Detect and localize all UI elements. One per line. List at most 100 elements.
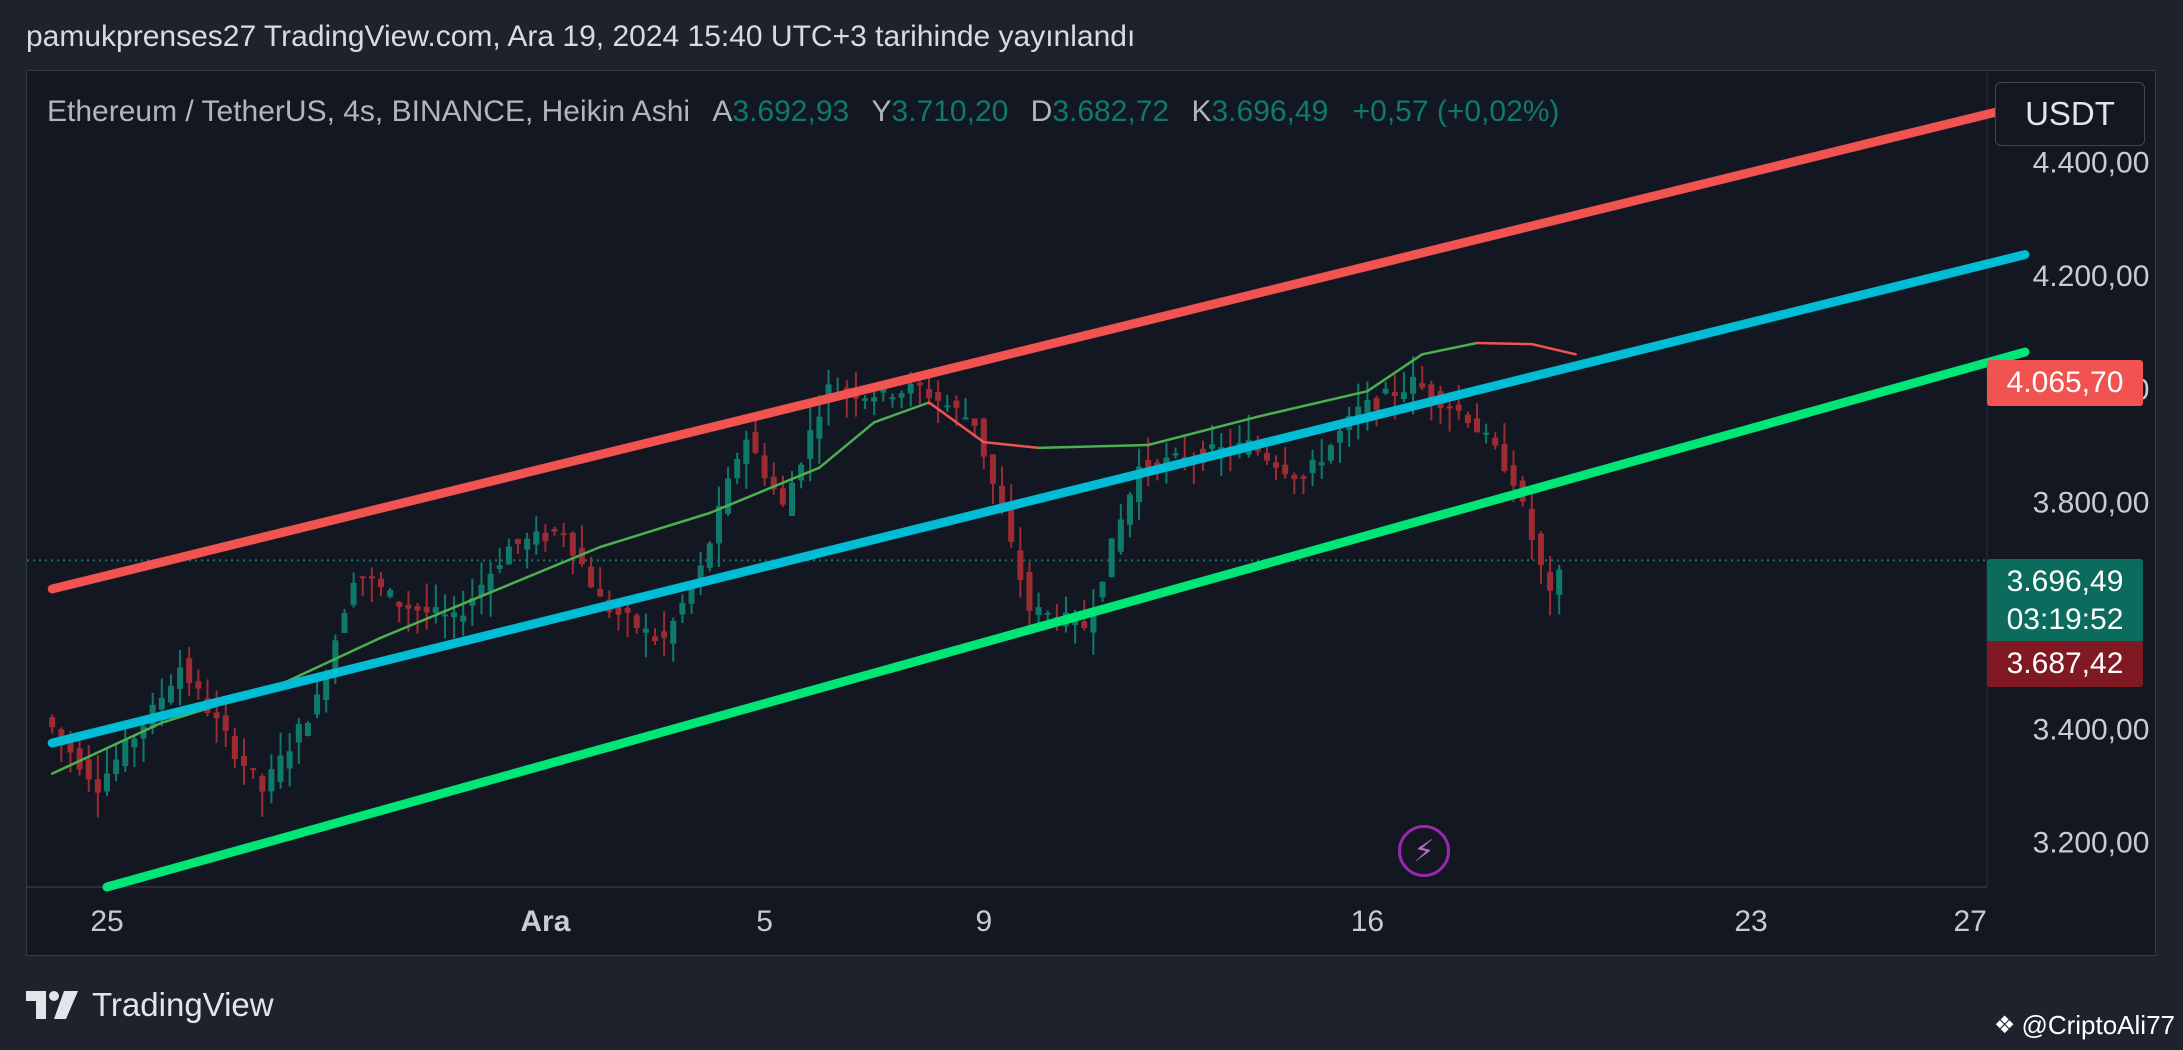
symbol-name[interactable]: Ethereum / TetherUS, 4s, BINANCE, Heikin… <box>47 95 691 128</box>
candle-body <box>113 759 120 775</box>
time-tick-label: 9 <box>975 905 992 938</box>
candle-body <box>487 573 494 592</box>
candle-body <box>1136 466 1143 503</box>
moving-average-segment <box>598 511 712 549</box>
candle-body <box>186 658 193 684</box>
open-label: A <box>712 95 733 128</box>
moving-average-segment <box>379 591 492 639</box>
candle-body <box>460 615 467 622</box>
candle-body <box>515 539 521 544</box>
moving-average-segment <box>50 721 164 775</box>
moving-average-segment <box>1475 341 1534 346</box>
resistance-price-tag: 4.065,70 <box>1987 360 2143 406</box>
candle-body <box>478 584 485 597</box>
high-label: Y <box>871 95 892 128</box>
binance-diamond-icon: ❖ <box>1993 1012 2016 1039</box>
candle-body <box>368 576 375 579</box>
last-price-tag: 3.696,49 03:19:52 <box>1987 559 2143 643</box>
candle-body <box>1291 474 1298 480</box>
tradingview-brand[interactable]: TradingView <box>26 986 274 1024</box>
candle-body <box>1382 388 1389 394</box>
price-chart[interactable]: 4.400,004.200,004.000,003.800,003.400,00… <box>27 71 2156 956</box>
time-tick-label: 23 <box>1734 905 1767 938</box>
candle-body <box>1172 453 1179 456</box>
candle-body <box>1446 406 1453 409</box>
candle-body <box>1410 376 1417 394</box>
time-tick-label: 27 <box>1954 905 1987 938</box>
candle-body <box>451 612 458 618</box>
moving-average-segment <box>1366 353 1424 393</box>
candle-body <box>85 759 92 780</box>
candle-body <box>652 636 658 642</box>
lightning-icon[interactable]: ⚡ <box>1398 825 1450 877</box>
candle-body <box>268 769 275 792</box>
candle-body <box>1236 442 1243 445</box>
change-value: +0,57 (+0,02%) <box>1352 95 1560 128</box>
candle-body <box>624 607 631 613</box>
candle-body <box>1364 399 1371 413</box>
moving-average-segment <box>1037 443 1150 450</box>
moving-average-segment <box>1146 415 1260 447</box>
candle-body <box>432 607 439 613</box>
candle-body <box>323 676 330 701</box>
candle-body <box>971 418 978 427</box>
candle-body <box>158 697 165 710</box>
candle-body <box>871 397 878 402</box>
bar-countdown: 03:19:52 <box>2006 603 2124 636</box>
candle-body <box>1492 437 1499 446</box>
candle-body <box>1273 462 1280 468</box>
candle-body <box>1400 392 1407 399</box>
candle-body <box>524 538 531 550</box>
candle-body <box>542 532 549 542</box>
candle-body <box>916 382 923 386</box>
candle-body <box>1026 571 1033 611</box>
low-label: D <box>1030 95 1053 128</box>
candle-body <box>807 430 814 459</box>
candle-body <box>122 739 129 767</box>
price-tick-label: 4.400,00 <box>2033 147 2150 180</box>
candle-body <box>1044 612 1051 615</box>
currency-unit-button[interactable]: USDT <box>1995 82 2145 146</box>
candle-body <box>414 606 421 611</box>
upper-channel-line <box>47 100 2030 594</box>
previous-price-tag: 3.687,42 <box>1987 641 2143 687</box>
candle-body <box>1501 444 1508 471</box>
candle-body <box>1318 462 1325 466</box>
candle-body <box>898 393 905 398</box>
moving-average-segment <box>1256 389 1369 418</box>
candle-body <box>104 773 110 792</box>
chart-area[interactable]: 4.400,004.200,004.000,003.800,003.400,00… <box>26 70 2156 956</box>
candle-body <box>231 735 238 760</box>
candle-body <box>697 565 704 582</box>
candle-body <box>167 685 174 703</box>
candle-body <box>67 738 74 753</box>
candle-body <box>295 723 302 743</box>
time-tick-label: 16 <box>1351 905 1384 938</box>
candle-body <box>578 548 585 565</box>
candle-body <box>469 597 476 606</box>
candle-body <box>405 604 412 609</box>
candle-body <box>670 620 677 644</box>
candle-body <box>359 576 366 579</box>
time-tick-label: 5 <box>756 905 773 938</box>
candle-body <box>1117 519 1124 552</box>
candle-body <box>1355 406 1362 422</box>
candle-body <box>1108 538 1115 577</box>
candle-body <box>779 488 786 505</box>
candle-body <box>58 729 65 740</box>
moving-average-segment <box>489 545 602 594</box>
candle-body <box>49 717 56 728</box>
chart-legend: Ethereum / TetherUS, 4s, BINANCE, Heikin… <box>47 95 1559 129</box>
time-tick-label: Ara <box>520 905 570 938</box>
candle-body <box>1099 581 1106 598</box>
moving-average-segment <box>1420 341 1479 356</box>
candle-body <box>131 738 138 748</box>
moving-average-segment <box>982 440 1040 450</box>
candle-body <box>314 694 321 715</box>
price-tick-label: 3.800,00 <box>2033 487 2150 520</box>
candle-body <box>350 582 357 605</box>
attribution: ❖ @CriptoAli77 <box>1994 1010 2175 1041</box>
candle-body <box>798 464 805 481</box>
candle-body <box>1537 533 1544 566</box>
candle-body <box>76 748 83 770</box>
